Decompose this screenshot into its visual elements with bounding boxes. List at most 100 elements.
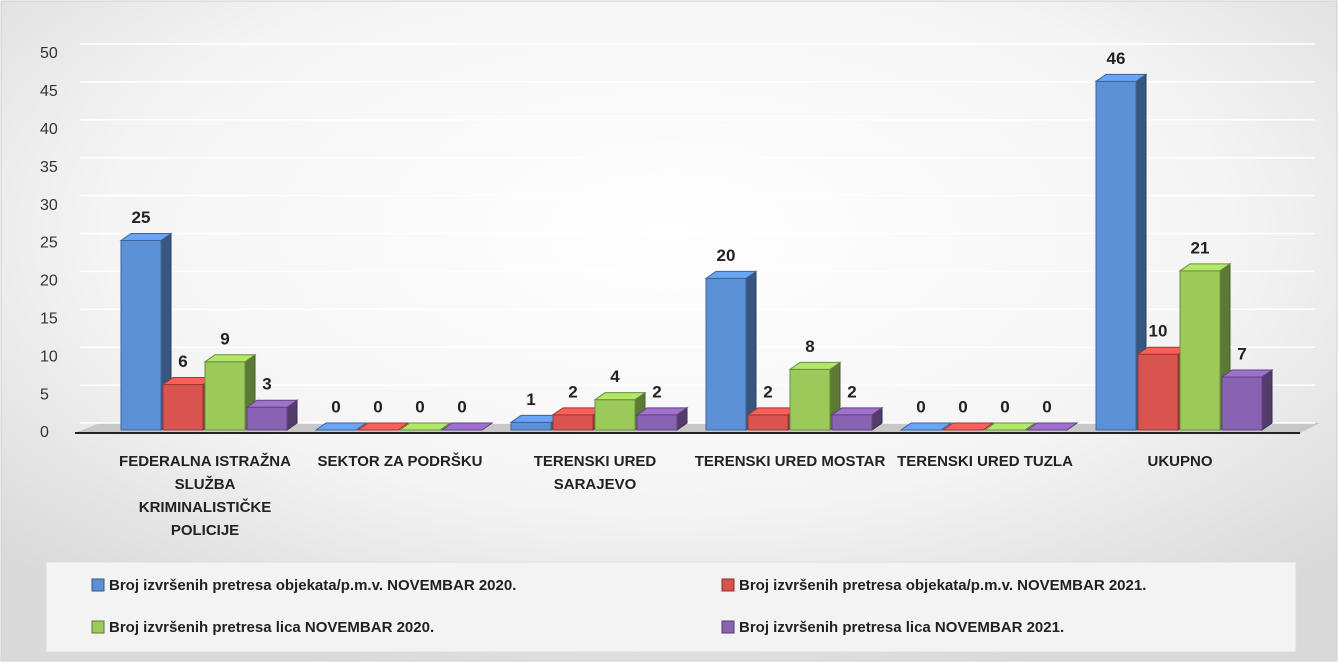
legend bbox=[45, 561, 1297, 653]
bar-front bbox=[747, 414, 789, 431]
data-label: 8 bbox=[805, 337, 814, 356]
data-label: 2 bbox=[763, 382, 772, 401]
bar bbox=[245, 399, 299, 431]
data-label: 9 bbox=[220, 329, 229, 348]
bar bbox=[440, 422, 494, 431]
bar-top bbox=[1220, 369, 1274, 378]
legend-swatch bbox=[721, 620, 735, 634]
data-label: 21 bbox=[1191, 238, 1210, 257]
bar-front bbox=[246, 406, 288, 431]
y-tick-label: 45 bbox=[40, 83, 58, 100]
bar bbox=[983, 422, 1037, 431]
data-label: 46 bbox=[1107, 49, 1126, 68]
bar-top bbox=[1025, 422, 1079, 431]
x-tick-label: TERENSKI URED MOSTAR bbox=[695, 453, 886, 470]
data-label: 7 bbox=[1237, 344, 1246, 363]
y-tick-label: 25 bbox=[40, 235, 58, 252]
bar bbox=[398, 422, 452, 431]
data-label: 0 bbox=[916, 397, 925, 416]
bar-top bbox=[245, 399, 299, 408]
legend-label: Broj izvršenih pretresa lica NOVEMBAR 20… bbox=[109, 619, 434, 636]
bar-top bbox=[1178, 263, 1232, 272]
bar bbox=[635, 406, 689, 431]
bar bbox=[593, 391, 647, 431]
y-tick-label: 5 bbox=[40, 386, 49, 403]
bar-front bbox=[594, 399, 636, 431]
bar-top bbox=[1094, 73, 1148, 82]
bar-top bbox=[440, 422, 494, 431]
bar-front bbox=[831, 414, 873, 431]
bar bbox=[314, 422, 368, 431]
bar-front bbox=[1137, 353, 1179, 431]
y-tick-label: 20 bbox=[40, 273, 58, 290]
y-tick-label: 10 bbox=[40, 348, 58, 365]
bar-top bbox=[314, 422, 368, 431]
data-label: 6 bbox=[178, 352, 187, 371]
data-label: 2 bbox=[568, 382, 577, 401]
y-tick-label: 40 bbox=[40, 121, 58, 138]
bar-top bbox=[788, 361, 842, 370]
y-tick-label: 30 bbox=[40, 197, 58, 214]
bar-top bbox=[899, 422, 953, 431]
x-tick-label: FEDERALNA ISTRAŽNA SLUŽBA KRIMINALISTIČKE P… bbox=[119, 452, 291, 539]
bar bbox=[1025, 422, 1079, 431]
data-label: 20 bbox=[717, 246, 736, 265]
data-label: 0 bbox=[457, 397, 466, 416]
y-tick-label: 15 bbox=[40, 311, 58, 328]
x-tick-label: TERENSKI URED SARAJEVO bbox=[534, 453, 657, 493]
y-tick-label: 35 bbox=[40, 159, 58, 176]
bar bbox=[704, 270, 758, 431]
x-tick-label: SEKTOR ZA PODRŠKU bbox=[317, 452, 482, 470]
data-label: 3 bbox=[262, 375, 271, 394]
bar-top bbox=[593, 392, 647, 401]
bar-front bbox=[636, 414, 678, 431]
data-label: 0 bbox=[373, 397, 382, 416]
legend-label: Broj izvršenih pretresa lica NOVEMBAR 20… bbox=[739, 619, 1064, 636]
legend-swatch bbox=[91, 620, 105, 634]
bar-top bbox=[119, 233, 173, 241]
y-tick-label: 50 bbox=[40, 45, 58, 62]
bar-top bbox=[203, 354, 257, 363]
bar-top bbox=[398, 422, 452, 431]
data-label: 0 bbox=[1042, 397, 1051, 416]
bar-front bbox=[204, 361, 246, 431]
bar-top bbox=[941, 422, 995, 431]
legend-swatch bbox=[721, 578, 735, 592]
bar-side bbox=[745, 270, 757, 431]
y-tick-label: 0 bbox=[40, 424, 49, 441]
bar bbox=[1094, 73, 1148, 431]
bar bbox=[1220, 368, 1274, 431]
bar-front bbox=[552, 414, 594, 431]
x-tick-label: UKUPNO bbox=[1147, 453, 1212, 470]
bar bbox=[356, 422, 410, 431]
bar-top bbox=[830, 407, 884, 416]
bar-front bbox=[162, 384, 204, 431]
data-label: 25 bbox=[132, 208, 151, 227]
x-tick-label: TERENSKI URED TUZLA bbox=[897, 453, 1073, 470]
bar-top bbox=[983, 422, 1037, 431]
bar bbox=[941, 422, 995, 431]
data-label: 4 bbox=[610, 367, 620, 386]
bar-front bbox=[1221, 376, 1263, 431]
bar-front bbox=[705, 277, 747, 431]
bar-front bbox=[120, 240, 162, 431]
bar bbox=[830, 406, 884, 431]
data-label: 0 bbox=[331, 397, 340, 416]
data-label: 0 bbox=[1000, 397, 1009, 416]
legend-swatch bbox=[91, 578, 105, 592]
legend-label: Broj izvršenih pretresa objekata/p.m.v. … bbox=[739, 577, 1146, 594]
data-label: 0 bbox=[415, 397, 424, 416]
data-label: 2 bbox=[652, 382, 661, 401]
data-label: 0 bbox=[958, 397, 967, 416]
bar-side bbox=[1261, 368, 1273, 431]
bar-front bbox=[789, 368, 831, 431]
legend-label: Broj izvršenih pretresa objekata/p.m.v. … bbox=[109, 577, 516, 594]
bar-front bbox=[1179, 270, 1221, 431]
bar-top bbox=[704, 270, 758, 279]
data-label: 1 bbox=[526, 390, 535, 409]
bar-front bbox=[510, 421, 552, 431]
data-label: 10 bbox=[1149, 322, 1168, 341]
bar bbox=[899, 422, 953, 431]
bar bbox=[161, 376, 215, 431]
bar-front bbox=[1095, 80, 1137, 431]
